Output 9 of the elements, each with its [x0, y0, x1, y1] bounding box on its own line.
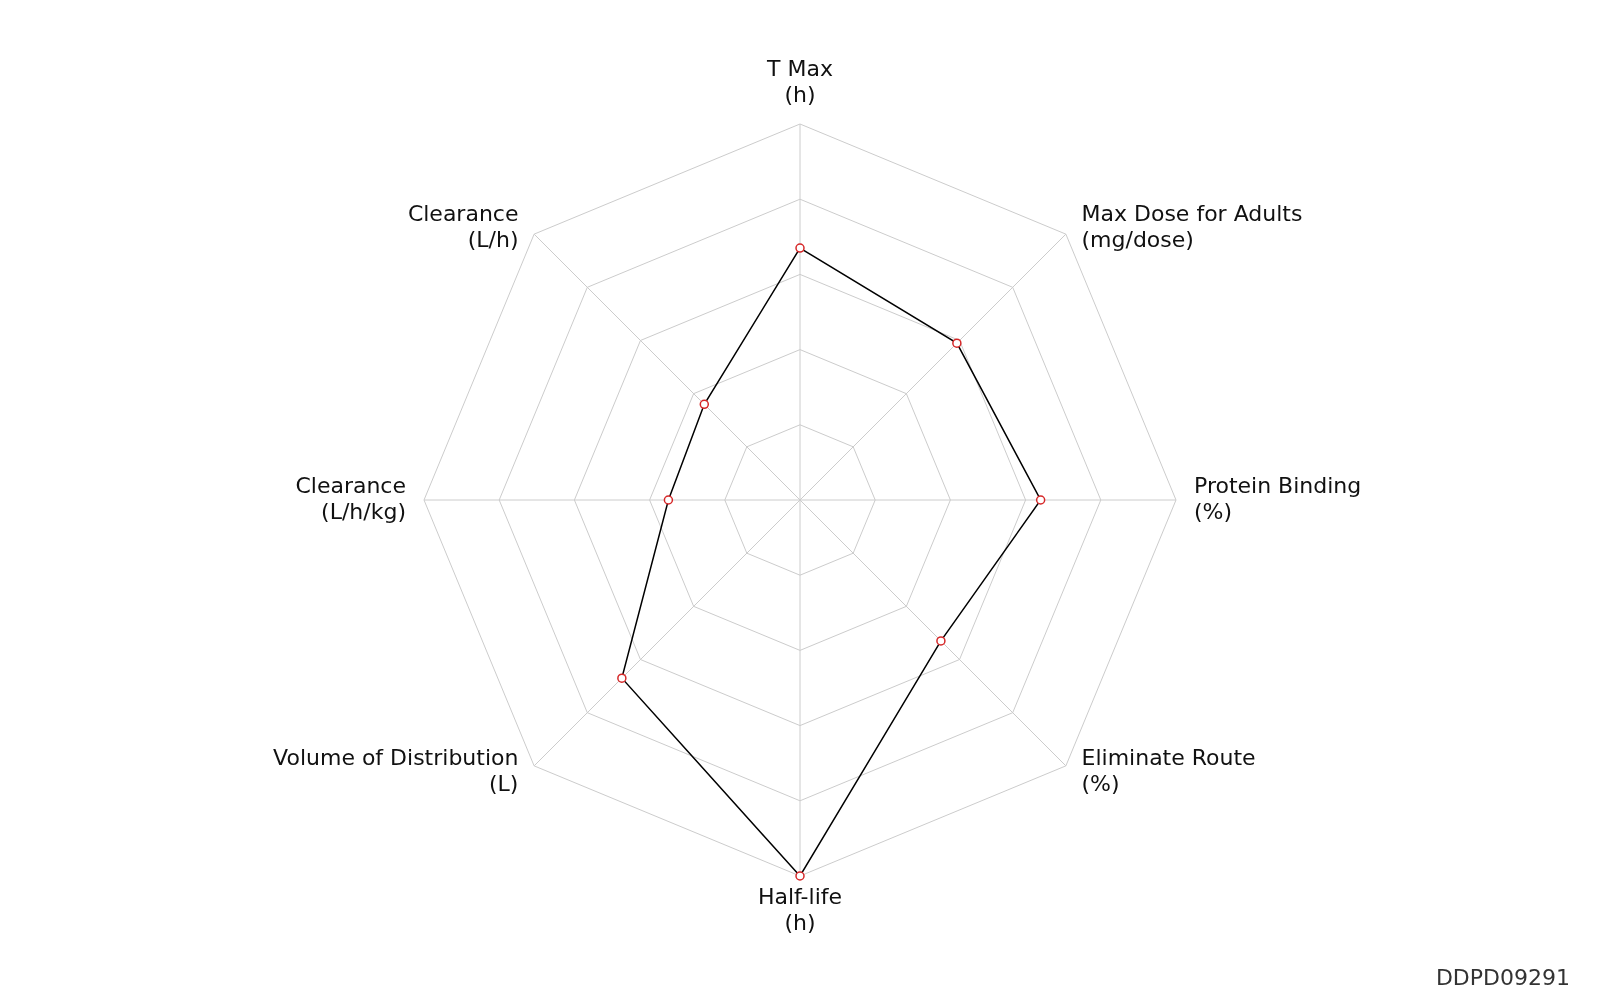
spoke-label: Clearance (L/h): [407, 201, 519, 253]
text: DDPD09291: [1435, 965, 1570, 990]
spoke-label: Protein Binding (%): [1194, 473, 1362, 524]
spoke-label: Eliminate Route (%): [1081, 744, 1256, 796]
spoke-label: Half-life (h): [757, 884, 843, 935]
spoke-label: T Max (h): [766, 56, 833, 107]
spoke-label: Max Dose for Adults (mg/dose): [1081, 201, 1303, 253]
spoke-label: Volume of Distribution (L): [273, 744, 519, 796]
spoke-label: Clearance (L/h/kg): [295, 473, 406, 524]
